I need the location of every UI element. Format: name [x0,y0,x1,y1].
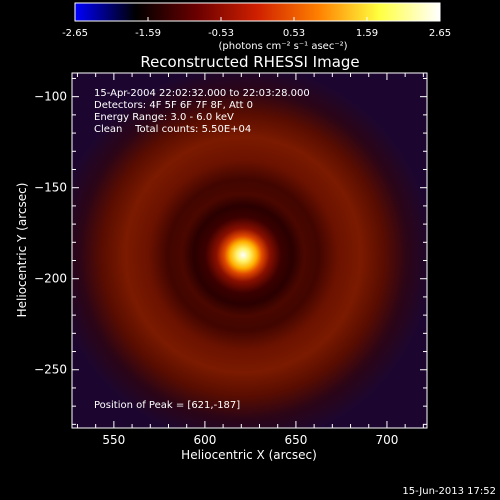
annotation-time: 15-Apr-2004 22:02:32.000 to 22:03:28.000 [94,88,310,99]
x-axis-label: Heliocentric X (arcsec) [181,448,317,462]
x-axis-ticks: 550 600 650 700 [76,73,424,447]
annotation-block: 15-Apr-2004 22:02:32.000 to 22:03:28.000… [94,88,310,135]
colorbar-tick-label: -2.65 [62,28,88,39]
y-axis-label: Heliocentric Y (arcsec) [15,183,29,318]
annotation-detectors: Detectors: 4F 5F 6F 7F 8F, Att 0 [94,100,253,111]
image-area [72,73,427,428]
colorbar-ticks: -2.65 -1.59 -0.53 0.53 1.59 2.65 [62,17,451,39]
x-tick-label: 550 [102,433,125,447]
annotation-counts: Clean Total counts: 5.50E+04 [94,124,251,135]
heatmap-image [72,73,427,428]
y-tick-label: −150 [34,181,67,195]
peak-position-label: Position of Peak = [621,-187] [94,400,240,411]
x-tick-label: 650 [284,433,307,447]
y-tick-label: −200 [34,272,67,286]
colorbar-tick-label: -1.59 [135,28,161,39]
colorbar-tick-label: 1.59 [356,28,378,39]
colorbar-tick-label: 2.65 [429,28,451,39]
colorbar-tick-label: 0.53 [283,28,305,39]
colorbar-label: (photons cm⁻² s⁻¹ asec⁻²) [218,41,347,52]
colorbar-strip [74,2,441,22]
timestamp: 15-Jun-2013 17:52 [402,486,496,497]
colorbar: -2.65 -1.59 -0.53 0.53 1.59 2.65 (photons cm⁻… [62,2,451,52]
plot-frame [71,72,428,429]
y-tick-label: −100 [34,90,67,104]
y-axis-ticks: −100 −150 −200 −250 [34,77,427,425]
x-tick-label: 700 [375,433,398,447]
chart-title: Reconstructed RHESSI Image [140,53,359,71]
annotation-energy: Energy Range: 3.0 - 6.0 keV [94,112,234,123]
colorbar-tick-label: -0.53 [208,28,234,39]
x-tick-label: 600 [193,433,216,447]
y-tick-label: −250 [34,363,67,377]
